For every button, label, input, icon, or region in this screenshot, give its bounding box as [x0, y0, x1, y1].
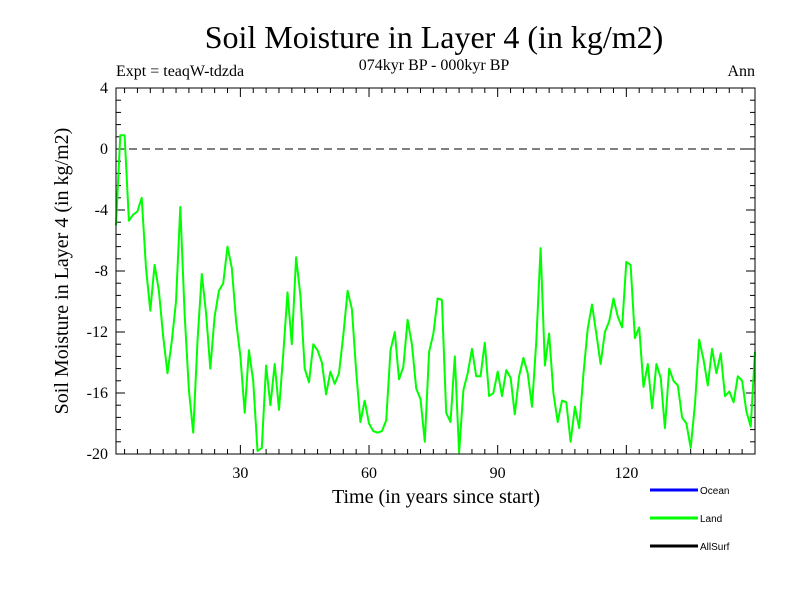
y-tick-label: -16 [87, 385, 108, 402]
y-axis-label: Soil Moisture in Layer 4 (in kg/m2) [51, 128, 73, 415]
legend-label-allsurf: AllSurf [700, 542, 730, 553]
series-line-land [115, 134, 756, 454]
y-tick-label: -12 [87, 324, 108, 341]
legend-label-ocean: Ocean [700, 486, 729, 497]
y-tick-label: 4 [100, 80, 108, 97]
x-tick-label: 120 [614, 465, 638, 482]
expt-label: Expt = teaqW-tdzda [116, 63, 244, 80]
legend-label-land: Land [700, 514, 722, 525]
chart-subtitle: 074kyr BP - 000kyr BP [359, 57, 510, 74]
series-layer [115, 134, 756, 454]
legend: Ocean Land AllSurf [650, 486, 730, 553]
axis-ticks [116, 88, 755, 454]
y-tick-label: 0 [100, 141, 108, 158]
y-tick-label: -20 [87, 446, 108, 463]
plot-frame [115, 87, 756, 455]
x-axis-label: Time (in years since start) [332, 486, 540, 508]
y-tick-label: -8 [95, 263, 108, 280]
chart-title: Soil Moisture in Layer 4 (in kg/m2) [205, 19, 664, 55]
season-label: Ann [727, 63, 755, 80]
y-tick-label: -4 [95, 202, 108, 219]
x-tick-label: 30 [232, 465, 248, 482]
x-tick-label: 90 [490, 465, 506, 482]
tick-labels: 30 60 90 120 -20 -16 -12 -8 -4 0 4 [87, 80, 639, 482]
x-tick-label: 60 [361, 465, 377, 482]
